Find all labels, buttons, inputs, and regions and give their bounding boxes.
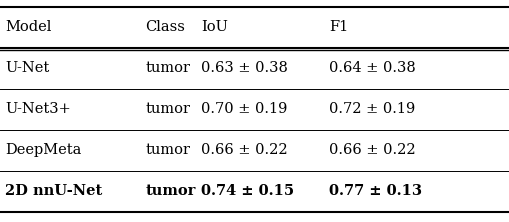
Text: tumor: tumor [145,61,190,75]
Text: 0.66 ± 0.22: 0.66 ± 0.22 [328,143,415,157]
Text: F1: F1 [328,20,348,34]
Text: DeepMeta: DeepMeta [5,143,81,157]
Text: 0.63 ± 0.38: 0.63 ± 0.38 [201,61,288,75]
Text: 0.64 ± 0.38: 0.64 ± 0.38 [328,61,415,75]
Text: 2D nnU-Net: 2D nnU-Net [5,184,102,198]
Text: 0.66 ± 0.22: 0.66 ± 0.22 [201,143,288,157]
Text: U-Net: U-Net [5,61,49,75]
Text: Class: Class [145,20,185,34]
Text: tumor: tumor [145,184,195,198]
Text: IoU: IoU [201,20,228,34]
Text: tumor: tumor [145,143,190,157]
Text: 0.77 ± 0.13: 0.77 ± 0.13 [328,184,421,198]
Text: 0.70 ± 0.19: 0.70 ± 0.19 [201,102,287,116]
Text: 0.72 ± 0.19: 0.72 ± 0.19 [328,102,414,116]
Text: Model: Model [5,20,51,34]
Text: 0.74 ± 0.15: 0.74 ± 0.15 [201,184,294,198]
Text: tumor: tumor [145,102,190,116]
Text: U-Net3+: U-Net3+ [5,102,71,116]
